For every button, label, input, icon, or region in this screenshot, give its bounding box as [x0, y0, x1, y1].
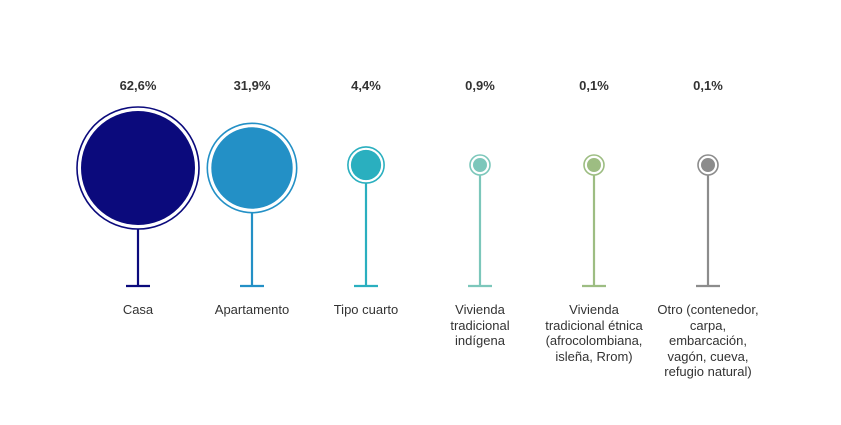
bubble-point [587, 158, 601, 172]
category-label-line: Otro (contenedor, [657, 302, 759, 317]
value-label: 4,4% [351, 78, 381, 93]
category-label: Vivienda tradicional étnica (afrocolombian… [532, 302, 656, 364]
category-label-line: Tipo cuarto [333, 302, 399, 317]
category-label-line: Apartamento [214, 302, 290, 317]
category-label-line: Vivienda [455, 302, 505, 317]
value-label: 0,1% [579, 78, 609, 93]
category-label-line: Vivienda [569, 302, 619, 317]
category-label-line: tradicional [450, 317, 510, 333]
value-label: 62,6% [120, 78, 157, 93]
category-label-line: refugio natural) [664, 364, 752, 379]
category-label-line: embarcación, [668, 333, 748, 348]
category-label: Casa [76, 302, 200, 318]
category-label: Vivienda tradicional indígena [418, 302, 542, 349]
category-label-line: Casa [122, 302, 154, 317]
category-label: Otro (contenedor, carpa, embarcación, vagón… [646, 302, 770, 380]
bubble-point [81, 111, 195, 225]
bubble-point [473, 158, 487, 172]
category-label-line: isleña, Rrom) [555, 348, 633, 364]
category-label-line: carpa, [689, 317, 727, 333]
bubble-point [211, 127, 293, 209]
value-label: 0,1% [693, 78, 723, 93]
category-label: Tipo cuarto [304, 302, 428, 318]
bubble-point [350, 149, 382, 181]
bubble-point [701, 158, 715, 172]
category-label: Apartamento [190, 302, 314, 318]
category-label-line: vagón, cueva, [667, 348, 749, 364]
value-label: 31,9% [234, 78, 271, 93]
category-label-line: tradicional étnica [545, 317, 643, 333]
value-label: 0,9% [465, 78, 495, 93]
category-label-line: indígena [455, 333, 505, 348]
category-label-line: (afrocolombiana, [545, 333, 643, 348]
